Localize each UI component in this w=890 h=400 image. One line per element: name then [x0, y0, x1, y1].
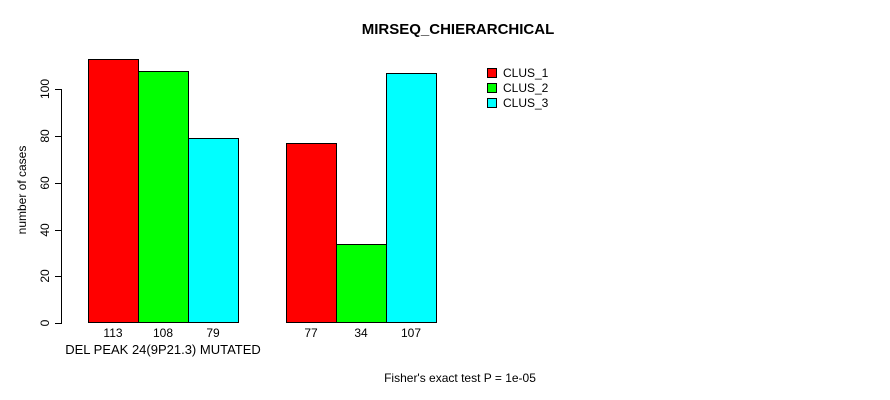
y-tick-label: 40: [38, 222, 52, 237]
bar-value-label: 77: [304, 326, 318, 340]
legend-swatch-clus_1: [487, 67, 497, 78]
bar-value-label: 34: [354, 326, 368, 340]
y-tick-label: 0: [38, 319, 52, 327]
y-tick-mark: [55, 323, 61, 324]
bar-value-label: 113: [103, 326, 123, 340]
y-tick-label: 80: [38, 129, 52, 143]
legend-label: CLUS_2: [503, 80, 549, 95]
y-axis-label: number of cases: [15, 145, 29, 235]
bar-clus_3-group1: [188, 138, 239, 323]
legend-swatch-clus_2: [487, 82, 497, 93]
y-tick-label: 60: [38, 176, 52, 190]
legend-item-clus_2: CLUS_2: [487, 80, 548, 95]
y-tick-mark: [55, 276, 61, 278]
y-axis-line: [61, 89, 62, 324]
bar-clus_1-group1: [88, 59, 139, 323]
bar-value-label: 79: [206, 326, 220, 340]
stat-annotation: Fisher's exact test P = 1e-05: [384, 371, 536, 385]
legend-label: CLUS_3: [503, 95, 549, 110]
legend-item-clus_1: CLUS_1: [487, 65, 548, 80]
x-group-label: DEL PEAK 24(9P21.3) MUTATED: [65, 342, 261, 357]
bar-clus_2-group2: [336, 244, 387, 323]
y-tick-mark: [55, 229, 61, 231]
chart-title: MIRSEQ_CHIERARCHICAL: [361, 21, 555, 38]
y-tick-mark: [55, 136, 61, 138]
legend: CLUS_1 CLUS_2 CLUS_3: [487, 65, 548, 110]
bar-clus_1-group2: [286, 143, 337, 323]
legend-label: CLUS_1: [503, 65, 549, 80]
legend-swatch-clus_3: [487, 97, 497, 108]
y-tick-label: 20: [38, 269, 52, 283]
y-tick-label: 100: [38, 79, 52, 100]
legend-item-clus_3: CLUS_3: [487, 95, 548, 110]
bar-value-label: 107: [400, 326, 422, 340]
y-tick-mark: [55, 182, 61, 184]
bar-clus_3-group2: [386, 73, 437, 323]
bar-value-label: 108: [152, 326, 174, 340]
y-tick-mark: [55, 89, 61, 91]
bar-clus_2-group1: [138, 71, 189, 323]
